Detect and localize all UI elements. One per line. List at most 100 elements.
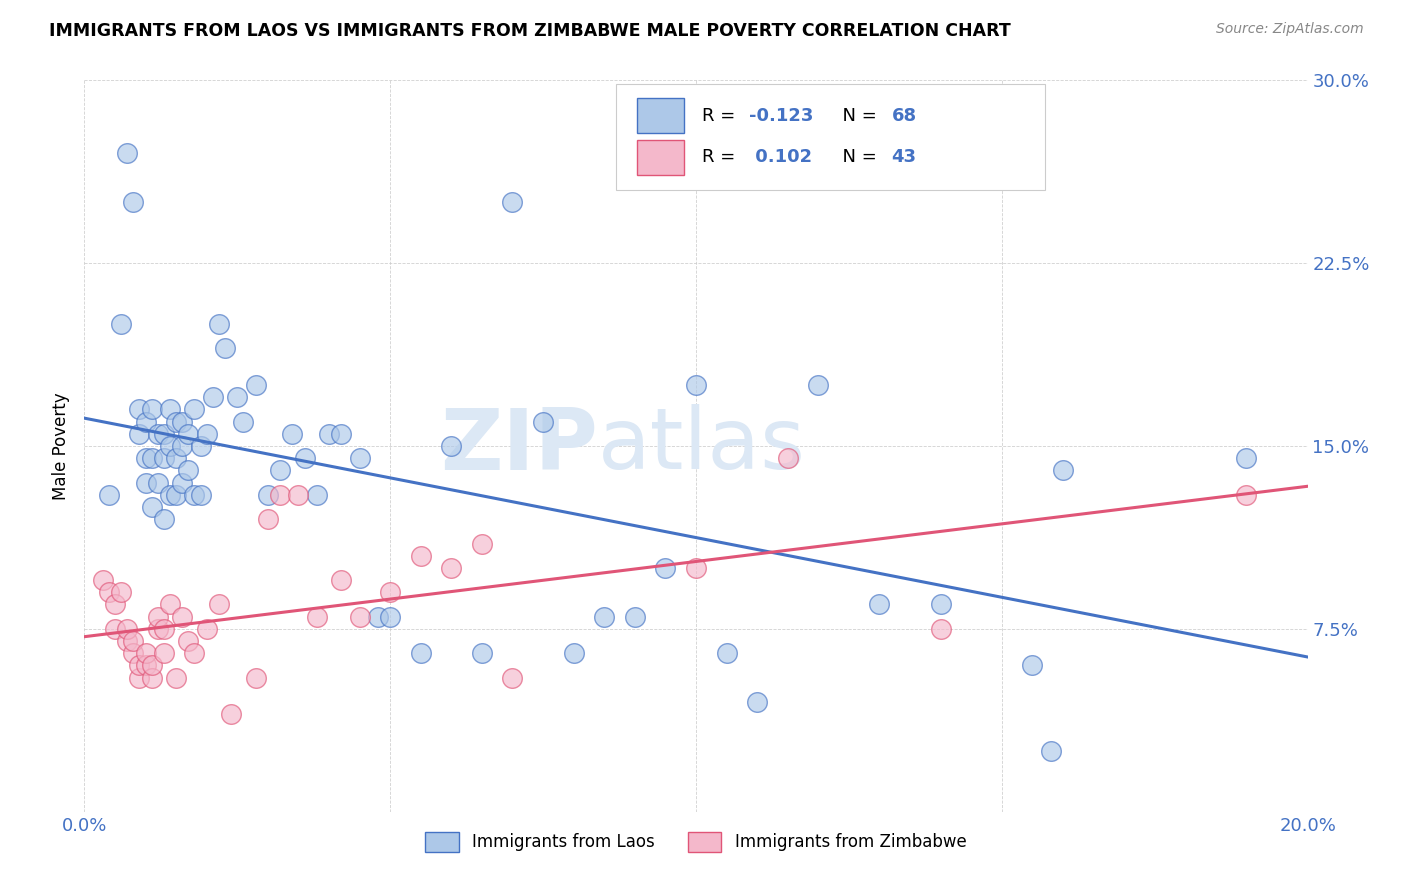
Point <box>776 451 799 466</box>
Bar <box>637 140 683 175</box>
Point <box>172 415 194 429</box>
Point <box>177 634 200 648</box>
Point <box>562 646 585 660</box>
Point <box>172 475 194 490</box>
Point <box>190 488 212 502</box>
Point <box>409 549 432 563</box>
Point <box>153 512 176 526</box>
Point <box>208 598 231 612</box>
Point <box>165 451 187 466</box>
Point <box>110 317 132 331</box>
Text: N =: N = <box>831 107 882 125</box>
Point <box>685 561 707 575</box>
FancyBboxPatch shape <box>616 84 1045 190</box>
Point <box>159 402 181 417</box>
Point <box>1236 451 1258 466</box>
Point <box>257 488 280 502</box>
Point <box>141 500 163 514</box>
Point <box>172 609 194 624</box>
Point <box>531 415 554 429</box>
Point <box>1021 658 1043 673</box>
Point <box>115 622 138 636</box>
Point <box>208 317 231 331</box>
Point <box>128 402 150 417</box>
Point <box>122 195 145 210</box>
Point <box>1052 463 1074 477</box>
Text: IMMIGRANTS FROM LAOS VS IMMIGRANTS FROM ZIMBABWE MALE POVERTY CORRELATION CHART: IMMIGRANTS FROM LAOS VS IMMIGRANTS FROM … <box>49 22 1011 40</box>
Text: 68: 68 <box>891 107 917 125</box>
Point <box>146 475 169 490</box>
Point <box>219 707 242 722</box>
Point <box>294 451 316 466</box>
Point <box>1236 488 1258 502</box>
Point <box>110 585 132 599</box>
Point <box>135 646 157 660</box>
Point <box>624 609 647 624</box>
Text: -0.123: -0.123 <box>748 107 813 125</box>
Point <box>135 658 157 673</box>
Point <box>747 695 769 709</box>
Point <box>172 439 194 453</box>
Point <box>409 646 432 660</box>
Point <box>214 342 236 356</box>
Point <box>201 390 224 404</box>
Point <box>128 671 150 685</box>
Point <box>146 426 169 441</box>
Point <box>245 671 267 685</box>
Point <box>440 561 463 575</box>
Point <box>929 622 952 636</box>
Point <box>269 463 291 477</box>
Point <box>305 609 328 624</box>
Point <box>153 426 176 441</box>
Text: R =: R = <box>702 148 741 166</box>
Bar <box>637 98 683 133</box>
Text: Source: ZipAtlas.com: Source: ZipAtlas.com <box>1216 22 1364 37</box>
Point <box>165 415 187 429</box>
Y-axis label: Male Poverty: Male Poverty <box>52 392 70 500</box>
Point <box>257 512 280 526</box>
Point <box>153 451 176 466</box>
Point <box>104 622 127 636</box>
Point <box>349 609 371 624</box>
Point <box>104 598 127 612</box>
Point <box>807 378 830 392</box>
Point <box>367 609 389 624</box>
Point <box>869 598 891 612</box>
Point <box>305 488 328 502</box>
Point <box>502 195 524 210</box>
Point <box>115 146 138 161</box>
Point <box>146 609 169 624</box>
Point <box>177 426 200 441</box>
Point <box>281 426 304 441</box>
Point <box>183 646 205 660</box>
Point <box>177 463 200 477</box>
Point <box>159 598 181 612</box>
Point <box>183 488 205 502</box>
Point <box>685 378 707 392</box>
Point <box>141 658 163 673</box>
Point <box>183 402 205 417</box>
Point <box>654 561 676 575</box>
Point <box>471 536 494 550</box>
Point <box>153 622 176 636</box>
Point <box>122 634 145 648</box>
Point <box>929 598 952 612</box>
Point <box>349 451 371 466</box>
Point <box>195 426 218 441</box>
Point <box>146 622 169 636</box>
Point <box>165 488 187 502</box>
Text: ZIP: ZIP <box>440 404 598 488</box>
Point <box>226 390 249 404</box>
Point <box>440 439 463 453</box>
Text: N =: N = <box>831 148 882 166</box>
Point <box>115 634 138 648</box>
Point <box>245 378 267 392</box>
Point <box>159 439 181 453</box>
Point <box>318 426 340 441</box>
Point <box>380 609 402 624</box>
Point <box>135 415 157 429</box>
Point <box>97 488 120 502</box>
Text: 43: 43 <box>891 148 917 166</box>
Point <box>135 451 157 466</box>
Point <box>141 671 163 685</box>
